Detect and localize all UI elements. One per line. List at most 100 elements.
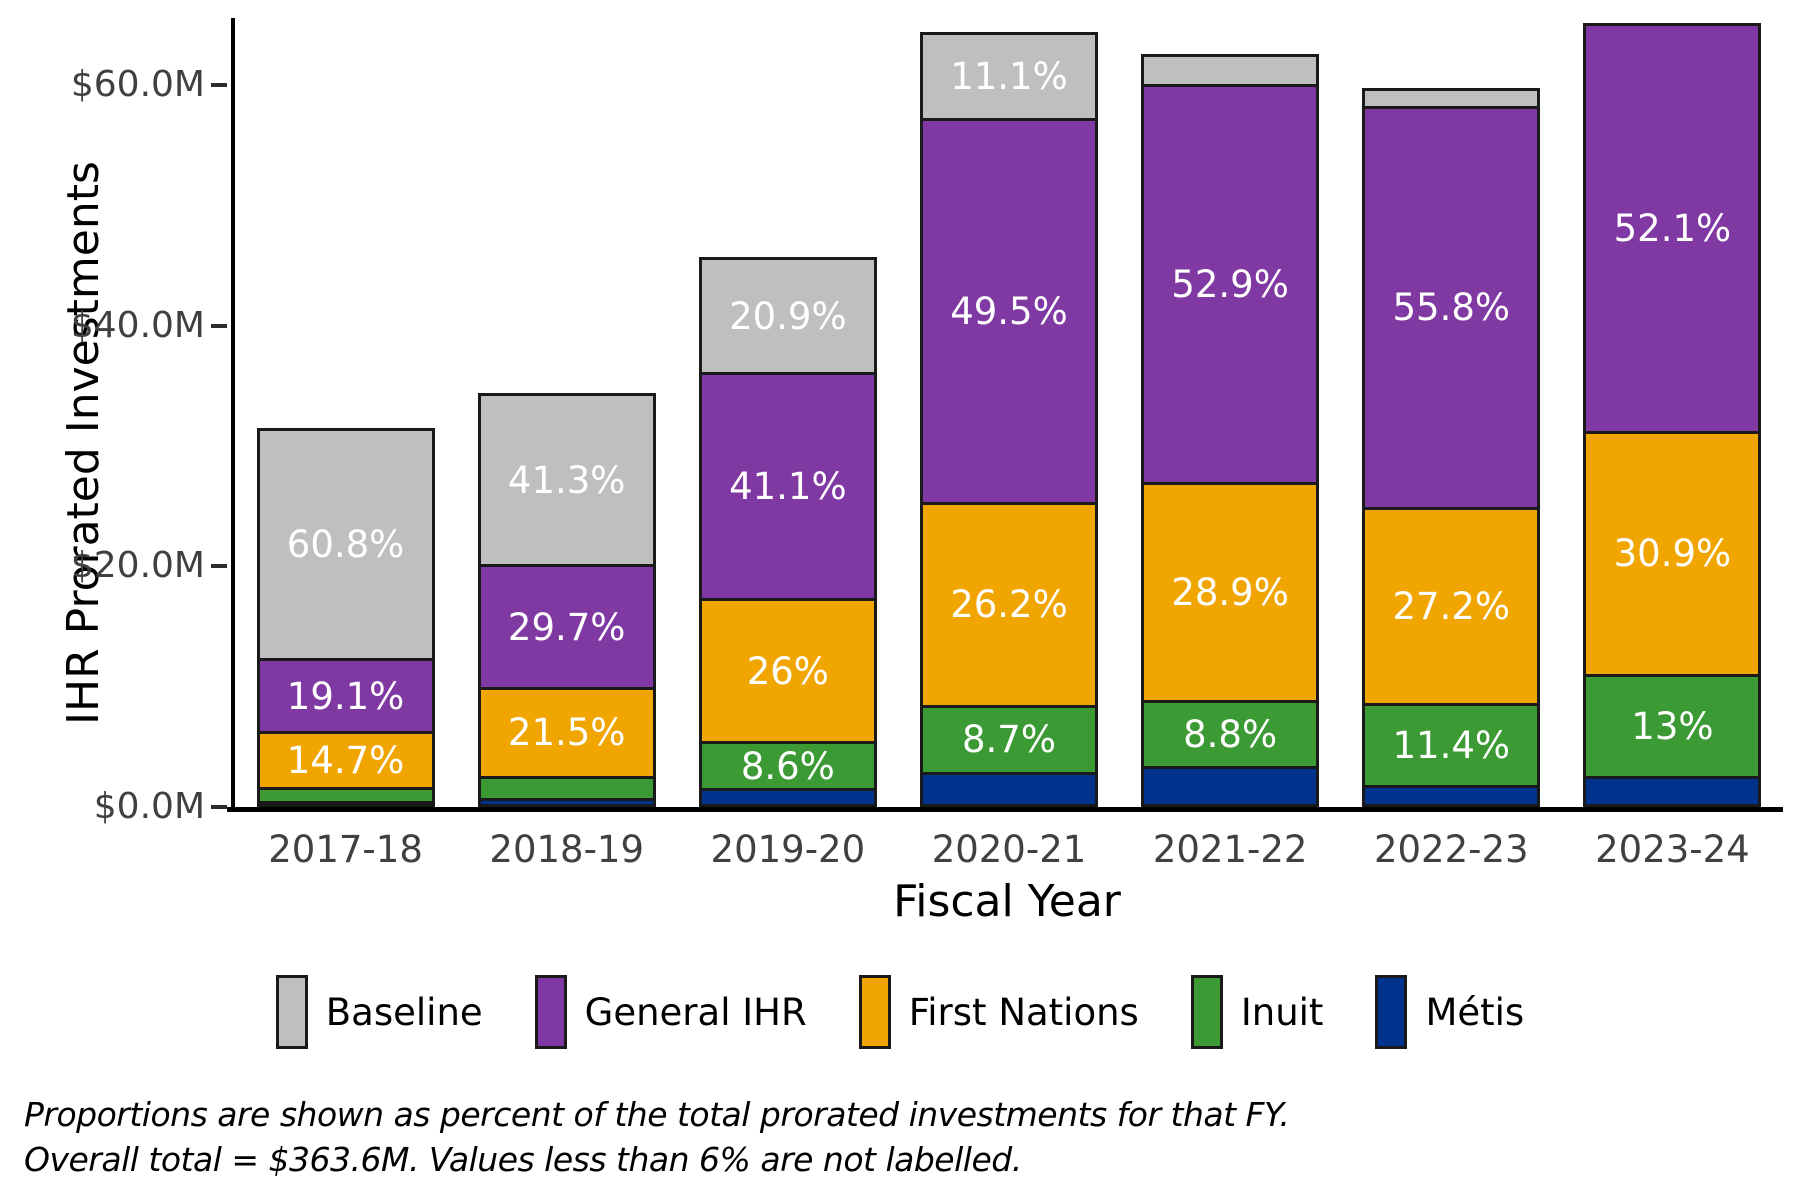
bar-segment-Baseline <box>1141 53 1320 88</box>
legend-label: Métis <box>1425 990 1525 1034</box>
bar-segment-percent-label: 49.5% <box>950 290 1068 334</box>
x-tick-label: 2022-23 <box>1373 828 1529 871</box>
x-tick-label: 2019-20 <box>710 828 866 871</box>
bar-segment-General IHR: 52.9% <box>1141 84 1320 486</box>
bar-segment-percent-label: 27.2% <box>1392 584 1511 628</box>
bar-segment-Inuit: 8.7% <box>919 704 1098 776</box>
bar-segment-Métis <box>1362 784 1541 807</box>
bar-segment-Métis <box>1141 766 1320 807</box>
bar-segment-General IHR: 41.1% <box>698 372 877 602</box>
legend-label: Inuit <box>1240 990 1324 1034</box>
bar-segment-percent-label: 28.9% <box>1171 571 1289 615</box>
x-axis-line <box>227 807 1783 812</box>
bar-segment-percent-label: 21.5% <box>507 711 626 755</box>
bar-segment-percent-label: 26.2% <box>950 583 1068 627</box>
bar-segment-Baseline: 11.1% <box>919 32 1098 122</box>
bar-segment-percent-label: 8.6% <box>740 744 835 788</box>
bar-slot-2021-22: 8.8% 28.9% 52.9% 2021-22 <box>1120 18 1341 871</box>
y-tick-label: $20.0M <box>70 545 205 587</box>
bar-segment-percent-label: 11.4% <box>1392 723 1511 767</box>
bar-segment-Inuit: 11.4% <box>1362 702 1541 788</box>
legend-item-Métis: Métis <box>1375 975 1524 1049</box>
legend-swatch <box>1375 975 1408 1049</box>
bar-segment-percent-label: 14.7% <box>286 738 405 782</box>
legend-label: Baseline <box>325 990 483 1034</box>
y-tick-label: $40.0M <box>70 304 205 346</box>
bar-segment-percent-label: 29.7% <box>507 605 626 649</box>
bar-segment-percent-label: 26% <box>746 649 829 693</box>
y-tick-mark <box>211 805 227 809</box>
legend: Baseline General IHR First Nations Inuit Mét… <box>0 975 1800 1049</box>
legend-swatch <box>534 975 567 1049</box>
x-tick-label: 2018-19 <box>489 828 645 871</box>
plot-area: $0.0M $20.0M $40.0M $60.0M 14.7% 19.1% 60.8% 20… <box>71 18 1783 871</box>
bar-segment-Inuit: 13% <box>1583 673 1762 779</box>
y-axis-line <box>231 18 235 812</box>
legend-label: First Nations <box>908 990 1139 1034</box>
bar-segment-First Nations: 28.9% <box>1141 482 1320 704</box>
bar-slot-2023-24: 13% 30.9% 52.1% 2023-24 <box>1562 18 1783 871</box>
bar-slot-2019-20: 8.6% 26% 41.1% 20.9% 2019-20 <box>677 18 898 871</box>
bar-segment-Métis <box>1583 775 1762 807</box>
y-tick-mark <box>211 564 227 569</box>
bar-segment-General IHR: 52.1% <box>1583 22 1762 435</box>
bar-segment-percent-label: 13% <box>1631 704 1714 748</box>
bar-segment-percent-label: 52.9% <box>1171 263 1289 307</box>
footnote: Proportions are shown as percent of the … <box>24 1092 1290 1182</box>
bar-segment-First Nations: 26.2% <box>919 501 1098 708</box>
bar-segment-Baseline: 60.8% <box>256 428 435 662</box>
bar-segment-First Nations: 14.7% <box>256 730 435 790</box>
bar-segment-General IHR: 55.8% <box>1362 105 1541 511</box>
legend-item-First Nations: First Nations <box>858 975 1139 1049</box>
bar-segment-Inuit <box>477 775 656 801</box>
bar-segment-percent-label: 41.1% <box>729 465 847 509</box>
legend-item-Inuit: Inuit <box>1190 975 1324 1049</box>
bar-segment-percent-label: 11.1% <box>950 55 1068 99</box>
bar-segment-First Nations: 21.5% <box>477 687 656 779</box>
legend-swatch <box>858 975 891 1049</box>
bar-segment-First Nations: 30.9% <box>1583 431 1762 677</box>
legend-swatch <box>275 975 308 1049</box>
bar-segment-First Nations: 27.2% <box>1362 507 1541 706</box>
footnote-line-2: Overall total = $363.6M. Values less tha… <box>24 1140 1022 1179</box>
bar-segment-percent-label: 20.9% <box>729 294 847 338</box>
legend-swatch <box>1190 975 1223 1049</box>
bar-segment-percent-label: 55.8% <box>1392 286 1511 330</box>
x-axis-title: Fiscal Year <box>893 876 1121 927</box>
bar-segment-General IHR: 19.1% <box>256 658 435 734</box>
bar-segment-Inuit: 8.8% <box>1141 700 1320 770</box>
y-tick-label: $0.0M <box>93 786 205 827</box>
bar-segment-percent-label: 8.7% <box>961 718 1056 762</box>
bar-segment-Métis <box>919 772 1098 807</box>
bar-segment-percent-label: 8.8% <box>1183 713 1278 757</box>
bar-segment-percent-label: 19.1% <box>286 674 405 718</box>
bar-segment-General IHR: 29.7% <box>477 564 656 690</box>
bar-segment-First Nations: 26% <box>698 598 877 745</box>
bar-segment-Baseline: 41.3% <box>477 393 656 568</box>
bar-slot-2017-18: 14.7% 19.1% 60.8% 2017-18 <box>235 18 456 871</box>
bar-segment-percent-label: 52.1% <box>1613 206 1732 250</box>
legend-label: General IHR <box>584 990 807 1034</box>
y-tick-mark <box>211 323 227 328</box>
footnote-line-1: Proportions are shown as percent of the … <box>24 1095 1290 1134</box>
bar-slot-2018-19: 21.5% 29.7% 41.3% 2018-19 <box>456 18 677 871</box>
x-tick-label: 2021-22 <box>1152 828 1308 871</box>
legend-item-Baseline: Baseline <box>275 975 483 1049</box>
bar-segment-General IHR: 49.5% <box>919 118 1098 505</box>
x-tick-label: 2023-24 <box>1595 828 1750 871</box>
bar-segment-Inuit: 8.6% <box>698 741 877 792</box>
bar-slot-2022-23: 11.4% 27.2% 55.8% 2022-23 <box>1341 18 1562 871</box>
bar-slot-2020-21: 8.7% 26.2% 49.5% 11.1% 2020-21 <box>898 18 1119 871</box>
legend-item-General IHR: General IHR <box>534 975 807 1049</box>
bar-segment-Baseline <box>1362 87 1541 109</box>
bar-segment-percent-label: 30.9% <box>1613 532 1732 576</box>
bar-segment-percent-label: 41.3% <box>507 458 626 502</box>
bar-segment-Baseline: 20.9% <box>698 257 877 376</box>
y-axis-title: IHR Prorated Investments <box>58 161 109 725</box>
x-tick-label: 2017-18 <box>268 828 423 871</box>
y-tick-mark <box>211 83 227 88</box>
x-tick-label: 2020-21 <box>931 828 1087 871</box>
y-tick-label: $60.0M <box>70 64 205 106</box>
bar-segment-percent-label: 60.8% <box>286 523 405 567</box>
